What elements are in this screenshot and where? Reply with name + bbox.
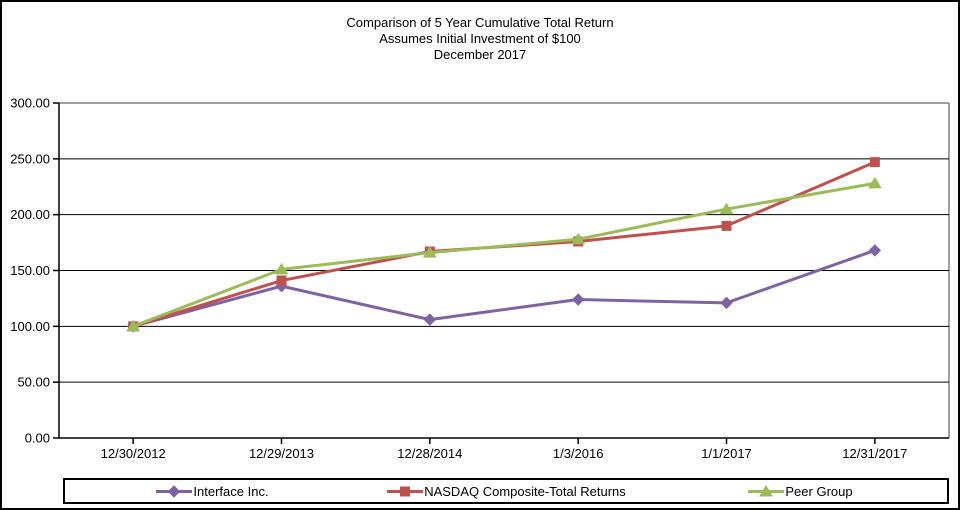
series-2-marker bbox=[869, 157, 880, 168]
chart-title-block: Comparison of 5 Year Cumulative Total Re… bbox=[2, 15, 958, 63]
y-axis-label: 300.00 bbox=[10, 96, 50, 111]
series-1-marker bbox=[571, 293, 585, 306]
legend-entry-2: NASDAQ Composite-Total Returns bbox=[359, 484, 653, 499]
legend-triangle-icon bbox=[748, 484, 785, 496]
y-axis-label: 100.00 bbox=[10, 319, 50, 334]
series-3-marker bbox=[422, 246, 437, 258]
chart-legend: Interface Inc. NASDAQ Composite-Total Ret… bbox=[63, 478, 949, 504]
x-axis-label: 12/31/2017 bbox=[842, 446, 907, 461]
y-axis-label: 0.00 bbox=[25, 431, 50, 446]
series-line-3 bbox=[131, 181, 877, 328]
legend-entry-1: Interface Inc. bbox=[65, 484, 359, 499]
x-axis-label: 12/29/2013 bbox=[249, 446, 314, 461]
legend-label: Interface Inc. bbox=[193, 483, 269, 499]
series-1-marker bbox=[423, 313, 437, 326]
series-2-marker bbox=[721, 220, 732, 231]
chart-title-line3: December 2017 bbox=[433, 47, 527, 62]
series-3-marker bbox=[126, 319, 141, 332]
x-axis-label: 12/30/2012 bbox=[101, 446, 166, 461]
legend-entry-3: Peer Group bbox=[653, 484, 947, 499]
series-3-marker bbox=[274, 262, 289, 275]
x-axis-label: 1/1/2017 bbox=[701, 446, 752, 461]
series-3-marker bbox=[571, 232, 586, 245]
chart-title-line2: Assumes Initial Investment of $100 bbox=[379, 31, 581, 46]
y-axis-label: 50.00 bbox=[17, 375, 50, 390]
series-line-1 bbox=[131, 248, 877, 328]
series-3-marker bbox=[719, 202, 734, 215]
series-2-marker bbox=[276, 275, 287, 286]
legend-diamond-icon bbox=[156, 484, 193, 498]
y-axis-label: 250.00 bbox=[10, 151, 50, 166]
x-axis-label: 1/3/2016 bbox=[553, 446, 604, 461]
y-axis-label: 150.00 bbox=[10, 263, 50, 278]
chart-title-line1: Comparison of 5 Year Cumulative Total Re… bbox=[346, 15, 614, 30]
series-1-marker bbox=[720, 296, 733, 310]
y-axis-label: 200.00 bbox=[10, 207, 50, 222]
x-axis-label: 12/28/2014 bbox=[397, 446, 462, 461]
series-1-marker bbox=[868, 244, 882, 257]
legend-label: NASDAQ Composite-Total Returns bbox=[424, 483, 626, 499]
series-3-marker bbox=[867, 176, 882, 189]
legend-square-icon bbox=[387, 486, 424, 496]
legend-label: Peer Group bbox=[785, 483, 853, 499]
